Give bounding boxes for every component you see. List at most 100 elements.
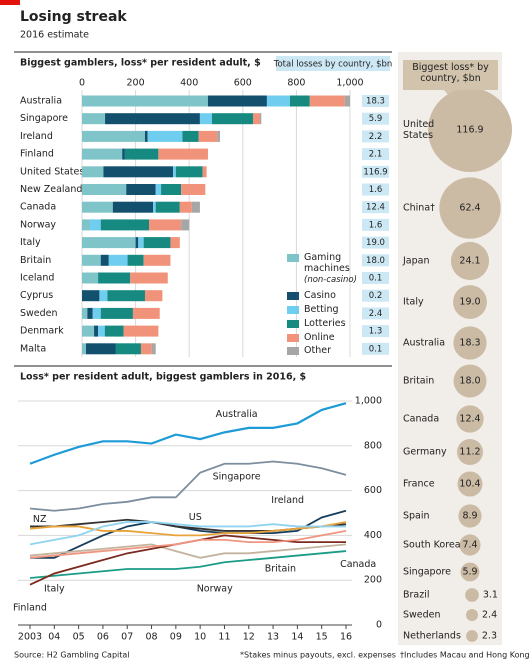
total-box (362, 325, 389, 338)
bar-segment (92, 307, 101, 319)
x-tick-label: 2003 (18, 632, 42, 643)
bubble (460, 562, 480, 582)
bar-segment (82, 113, 106, 125)
line (29, 521, 346, 546)
bubble-title: Biggest loss* by country, $bn (403, 60, 498, 90)
bubble-category: Sweden (403, 610, 441, 621)
source: Source: H2 Gambling Capital (14, 651, 130, 660)
bar-segment (211, 113, 253, 125)
legend-label: Gaming machines (304, 252, 350, 274)
bubble-category: Italy (403, 297, 424, 308)
category-label: Ireland (20, 131, 53, 142)
legend-label: Casino (304, 290, 336, 301)
category-label: New Zealand (20, 184, 82, 195)
line-label: US (189, 512, 202, 523)
x-tick-label: 10 (194, 632, 206, 643)
total-label: 1.3 (369, 327, 383, 337)
bar-segment (122, 148, 125, 160)
bar-segment (175, 166, 203, 178)
total-label: 0.2 (369, 291, 383, 301)
bar-segment (98, 325, 105, 337)
category-label: Finland (20, 149, 54, 160)
total-box (362, 236, 389, 249)
legend-swatch (287, 320, 299, 328)
bubble-category: Singapore (403, 567, 451, 578)
x-tick-label: 800 (287, 78, 305, 89)
y-tick-label: 400 (364, 530, 382, 541)
bar-segment (155, 201, 180, 213)
bubble-category: South Korea (403, 540, 461, 551)
total-box (362, 95, 389, 107)
x-tick-label: 08 (145, 632, 157, 643)
footnote: *Stakes minus payouts, excl. expenses (240, 651, 396, 660)
bar-segment (217, 130, 221, 142)
bar-segment (82, 343, 87, 355)
bar-segment (99, 290, 108, 302)
bubble (459, 534, 481, 556)
x-tick-label: 12 (243, 632, 255, 643)
bar-segment (115, 343, 141, 355)
bar-segment (94, 325, 99, 337)
total-label: 5.9 (369, 114, 383, 124)
bar-segment (144, 130, 148, 142)
bar-segment (105, 113, 200, 125)
brand-tag (0, 0, 20, 5)
x-tick-label: 16 (340, 632, 352, 643)
total-box (362, 148, 389, 161)
bubble-value: 18.0 (459, 376, 480, 387)
x-tick-label: 13 (267, 632, 279, 643)
bar-segment (309, 95, 345, 107)
x-tick-label: 09 (170, 632, 182, 643)
chart-title: Loss* per resident adult, biggest gamble… (20, 372, 306, 383)
bar-segment (191, 201, 200, 213)
bar-segment (82, 95, 208, 107)
bubble (458, 504, 482, 528)
legend-note: (non-casino) (304, 275, 357, 285)
bubble-category: Netherlands (403, 631, 461, 642)
bar-segment (130, 272, 168, 284)
bar-segment (266, 95, 290, 107)
bar-segment (107, 290, 145, 302)
bubble (453, 285, 487, 319)
x-tick-label: 0 (79, 78, 85, 89)
bubble-category: Germany (403, 447, 447, 458)
y-tick-label: 600 (364, 485, 382, 496)
legend-swatch (287, 334, 299, 342)
line-label: Singapore (213, 472, 261, 483)
bar-segment (252, 113, 260, 125)
line-label: Australia (216, 409, 258, 420)
bubble (456, 405, 484, 433)
category-label: Sweden (20, 308, 58, 319)
bubble (428, 88, 512, 172)
category-label: Italy (20, 237, 41, 248)
bar-segment (86, 343, 116, 355)
bar-segment (100, 254, 109, 266)
legend-swatch (287, 254, 299, 262)
total-box (362, 307, 389, 320)
category-label: Australia (20, 96, 62, 107)
footnote: †Includes Macau and Hong Kong (400, 651, 530, 660)
total-label: 0.1 (369, 344, 383, 354)
bubble-value: 5.9 (462, 567, 477, 578)
bar-segment (90, 219, 101, 231)
bar-segment (199, 113, 212, 125)
x-tick-label: 15 (316, 632, 328, 643)
total-label: 18.0 (366, 256, 385, 266)
bar-segment (87, 307, 93, 319)
legend-label: Other (304, 345, 331, 356)
bubble-category: Canada (403, 414, 439, 425)
bar-segment (82, 254, 101, 266)
legend-label: Betting (304, 304, 339, 315)
total-label: 2.2 (369, 132, 383, 142)
bubble-value: 10.4 (459, 479, 480, 490)
category-label: United States (20, 166, 84, 177)
bubble-value: 62.4 (459, 203, 480, 214)
total-label: 1.6 (369, 185, 383, 195)
total-label: 18.3 (366, 97, 385, 107)
bar-segment (138, 237, 144, 249)
category-label: Denmark (20, 326, 64, 337)
bubble-value: 11.2 (459, 447, 480, 458)
line (29, 530, 347, 559)
bar-segment (153, 201, 156, 213)
bar-segment (181, 184, 206, 195)
